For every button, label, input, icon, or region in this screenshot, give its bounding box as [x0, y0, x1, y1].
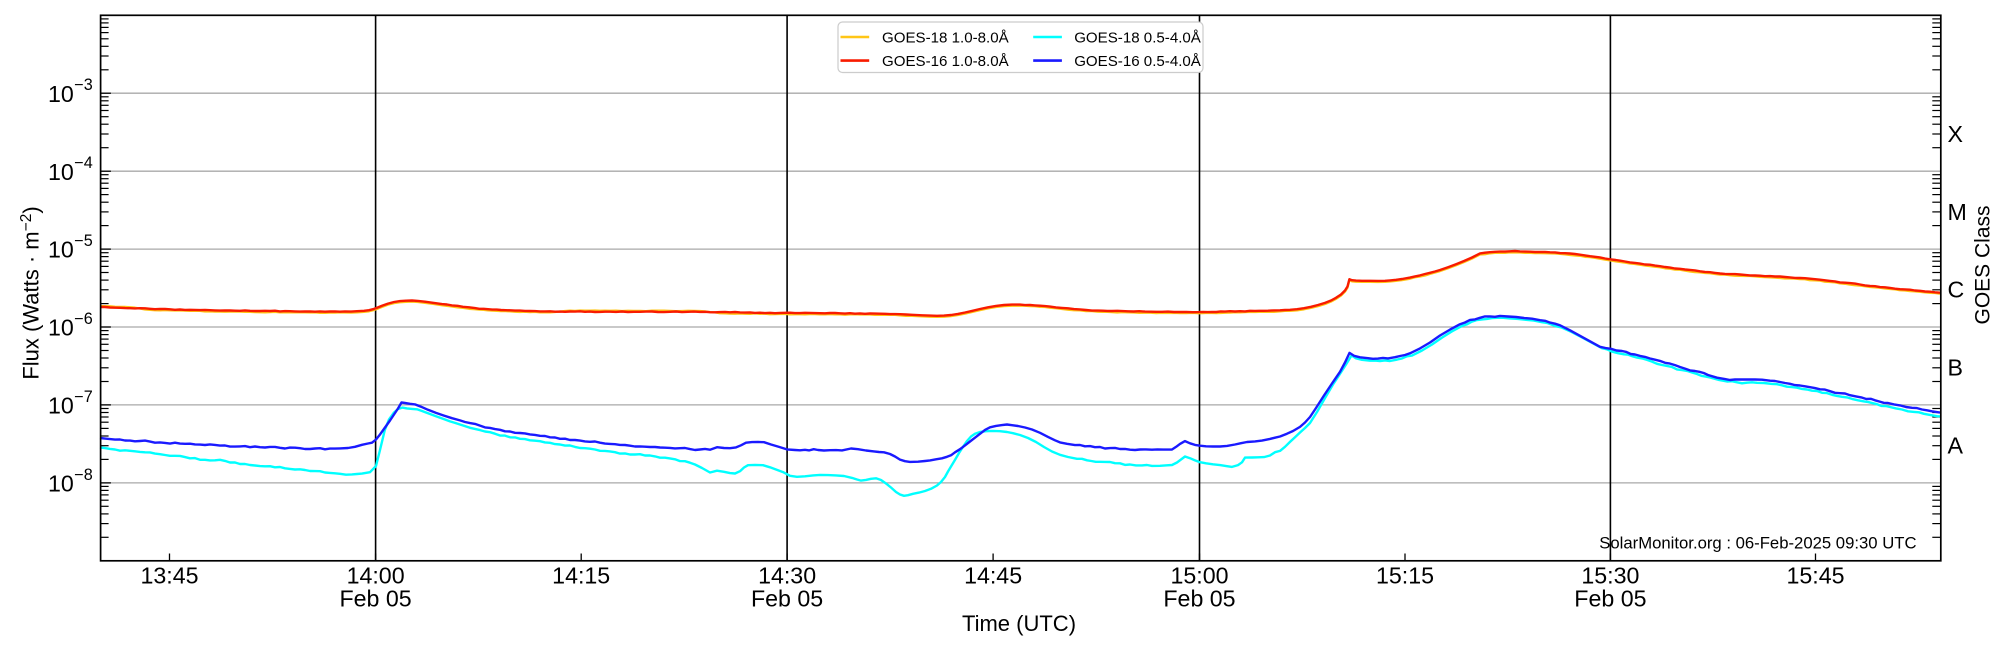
- svg-text:−3: −3: [74, 76, 92, 94]
- svg-text:GOES-16 1.0-8.0Å: GOES-16 1.0-8.0Å: [882, 53, 1010, 70]
- svg-text:10: 10: [48, 315, 74, 341]
- svg-text:GOES-16 0.5-4.0Å: GOES-16 0.5-4.0Å: [1074, 53, 1202, 70]
- svg-text:14:30: 14:30: [758, 562, 816, 588]
- svg-text:GOES-18 0.5-4.0Å: GOES-18 0.5-4.0Å: [1074, 29, 1202, 46]
- svg-text:10: 10: [48, 159, 74, 185]
- svg-text:B: B: [1948, 355, 1963, 381]
- svg-text:15:30: 15:30: [1581, 562, 1639, 588]
- svg-text:−8: −8: [74, 466, 92, 484]
- svg-text:Feb 05: Feb 05: [751, 585, 823, 611]
- svg-text:−7: −7: [74, 388, 92, 406]
- svg-text:−5: −5: [74, 232, 92, 250]
- svg-text:10: 10: [48, 81, 74, 107]
- svg-text:14:15: 14:15: [552, 562, 610, 588]
- svg-text:A: A: [1948, 433, 1964, 459]
- svg-text:10: 10: [48, 471, 74, 497]
- svg-text:−6: −6: [74, 310, 92, 328]
- svg-text:Flux (Watts · m−2): Flux (Watts · m−2): [18, 206, 44, 379]
- svg-text:M: M: [1948, 199, 1967, 225]
- svg-text:−4: −4: [74, 154, 92, 172]
- svg-text:Feb 05: Feb 05: [1163, 585, 1235, 611]
- svg-text:15:15: 15:15: [1376, 562, 1434, 588]
- svg-text:SolarMonitor.org : 06-Feb-2025: SolarMonitor.org : 06-Feb-2025 09:30 UTC: [1599, 534, 1916, 553]
- svg-text:13:45: 13:45: [140, 562, 198, 588]
- svg-text:GOES Class: GOES Class: [1972, 205, 1995, 324]
- svg-text:15:00: 15:00: [1170, 562, 1228, 588]
- svg-text:GOES-18 1.0-8.0Å: GOES-18 1.0-8.0Å: [882, 29, 1010, 46]
- svg-text:15:45: 15:45: [1786, 562, 1844, 588]
- svg-text:Feb 05: Feb 05: [1574, 585, 1646, 611]
- svg-text:Feb 05: Feb 05: [339, 585, 411, 611]
- svg-text:C: C: [1948, 277, 1965, 303]
- svg-text:X: X: [1948, 121, 1963, 147]
- svg-text:14:00: 14:00: [347, 562, 405, 588]
- svg-text:14:45: 14:45: [964, 562, 1022, 588]
- svg-text:Time (UTC): Time (UTC): [962, 611, 1076, 636]
- svg-text:10: 10: [48, 237, 74, 263]
- svg-text:10: 10: [48, 393, 74, 419]
